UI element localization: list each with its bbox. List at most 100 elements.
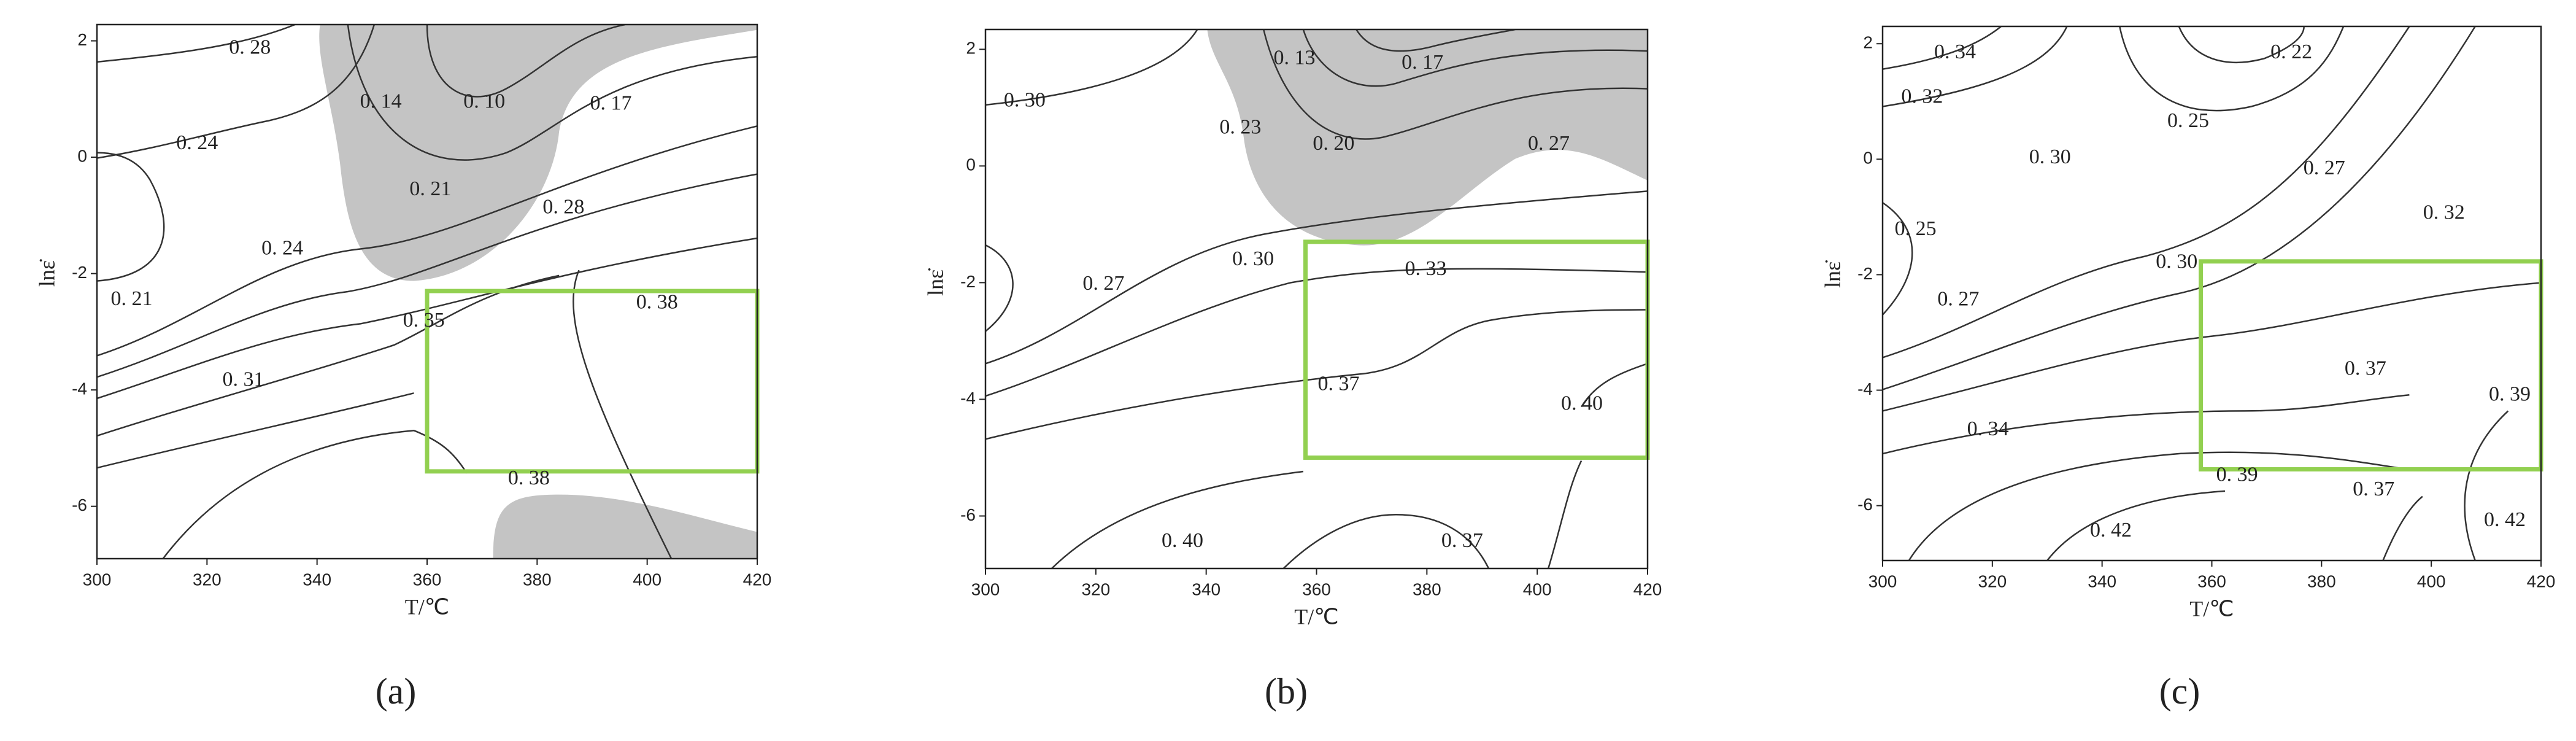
x-tick-label: 400: [1523, 580, 1552, 599]
contour-line: [985, 269, 1648, 396]
contour-line: [2179, 26, 2304, 63]
contour-line: [1263, 29, 1648, 139]
contour-line: [1548, 460, 1581, 568]
x-tick-label: 400: [2417, 572, 2446, 591]
y-tick-label: -2: [960, 272, 976, 291]
x-tick-label: 380: [523, 570, 552, 589]
contour-line: [348, 25, 757, 160]
contour-label: 0. 27: [1528, 132, 1570, 155]
contour-line: [985, 310, 1648, 440]
x-tick-label: 420: [1633, 580, 1662, 599]
contour-label: 0. 30: [1004, 89, 1046, 112]
contour-label: 0. 22: [2270, 41, 2312, 63]
contour-lines: [97, 25, 757, 559]
x-tick-label: 320: [193, 570, 222, 589]
x-tick-label: 300: [83, 570, 112, 589]
contour-label: 0. 30: [2156, 250, 2197, 273]
contour-label: 0. 37: [1317, 372, 1359, 395]
contour-label: 0. 42: [2484, 508, 2526, 531]
y-tick-label: 2: [77, 30, 87, 49]
contour-line: [1356, 29, 1515, 51]
x-axis-label: T/℃: [2189, 596, 2234, 621]
y-tick-label: -6: [72, 495, 87, 514]
contour-line: [97, 276, 559, 436]
plot-area: [1883, 26, 2541, 561]
x-tick-label: 360: [2197, 572, 2226, 591]
contour-line: [1883, 26, 2475, 390]
contour-label: 0. 17: [590, 92, 631, 115]
contour-line: [2465, 411, 2509, 561]
contour-line: [985, 191, 1648, 363]
y-tick-label: -4: [72, 379, 87, 398]
x-tick-label: 320: [1081, 580, 1110, 599]
contour-label: 0. 34: [1934, 41, 1976, 63]
contour-label: 0. 34: [1967, 417, 2009, 440]
contour-label: 0. 37: [2345, 357, 2386, 379]
y-tick-label: -4: [1857, 379, 1873, 398]
contour-label: 0. 39: [2489, 383, 2531, 406]
x-axis-label: T/℃: [405, 594, 449, 619]
caption: (c): [2159, 671, 2200, 712]
contour-label: 0. 10: [463, 90, 505, 113]
y-axis-label: lnε̇: [1820, 260, 1845, 288]
contour-line: [1883, 395, 2409, 454]
y-axis-label: lnε̇: [34, 259, 59, 287]
contour-label: 0. 14: [360, 90, 402, 113]
x-tick-label: 400: [633, 570, 661, 589]
contour-label: 0. 25: [2167, 109, 2209, 132]
y-tick-label: 2: [1863, 33, 1873, 52]
x-tick-label: 320: [1978, 572, 2007, 591]
y-axis-label: lnε̇: [923, 268, 947, 296]
contour-label: 0. 25: [1895, 217, 1937, 240]
contour-label: 0. 21: [110, 287, 152, 310]
y-tick-label: -2: [72, 263, 87, 282]
contour-line: [1883, 283, 2541, 411]
contour-line: [97, 174, 757, 378]
x-tick-label: 360: [1302, 580, 1331, 599]
contour-line: [97, 238, 757, 398]
contour-label: 0. 39: [2216, 463, 2258, 486]
highlight-box: [425, 289, 760, 474]
plot-frame: [96, 23, 758, 560]
contour-label: 0. 27: [1082, 272, 1124, 295]
contour-label: 0. 28: [229, 36, 271, 59]
y-tick-label: -6: [960, 505, 976, 524]
contour-lines: [1883, 26, 2541, 561]
instability-region: [1207, 29, 1648, 246]
contour-label: 0. 27: [2304, 157, 2345, 179]
contour-line: [97, 25, 295, 62]
contour-line: [163, 430, 467, 559]
contour-label: 0. 21: [409, 177, 451, 200]
contour-label: 0. 24: [261, 237, 303, 260]
contour-line: [427, 25, 625, 96]
caption: (a): [376, 671, 417, 712]
contour-line: [1883, 26, 2409, 357]
contour-label: 0. 37: [2353, 478, 2394, 500]
plot-frame: [1881, 25, 2542, 562]
contour-line: [2383, 497, 2422, 561]
y-tick-label: 0: [77, 146, 87, 165]
contour-line: [1909, 452, 2409, 561]
y-tick-label: 0: [966, 155, 976, 174]
contour-line: [2047, 491, 2225, 561]
x-tick-label: 300: [971, 580, 1000, 599]
x-tick-label: 300: [1868, 572, 1897, 591]
x-tick-label: 340: [2088, 572, 2116, 591]
instability-region: [319, 25, 757, 281]
contour-label: 0. 32: [2423, 201, 2465, 223]
x-tick-label: 380: [1413, 580, 1441, 599]
contour-label: 0. 33: [1405, 257, 1447, 280]
contour-label: 0. 40: [1162, 529, 1203, 552]
x-tick-label: 420: [743, 570, 772, 589]
y-tick-label: -6: [1857, 495, 1873, 514]
y-tick-label: 0: [1863, 149, 1873, 168]
contour-line: [985, 245, 1013, 331]
contour-lines: [985, 29, 1648, 568]
x-tick-label: 420: [2527, 572, 2556, 591]
contour-line: [1284, 514, 1489, 568]
y-tick-label: 2: [966, 39, 976, 58]
contour-label: 0. 20: [1313, 132, 1354, 155]
contour-line: [985, 29, 1197, 105]
